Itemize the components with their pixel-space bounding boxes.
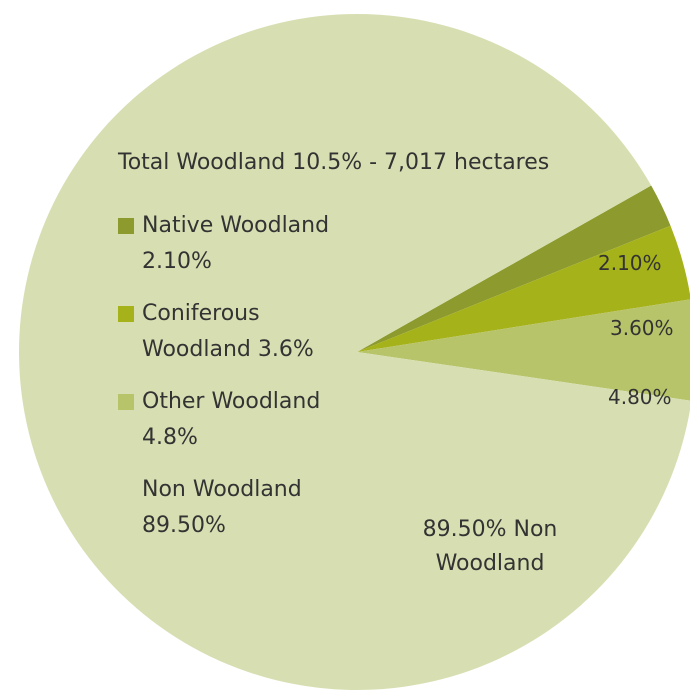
legend-swatch-non-woodland xyxy=(118,482,134,498)
legend-item-coniferous-woodland: Coniferous Woodland 3.6% xyxy=(118,296,368,384)
legend-label-coniferous-woodland: Coniferous Woodland 3.6% xyxy=(142,301,314,362)
legend-swatch-coniferous-woodland xyxy=(118,306,134,322)
legend: Native Woodland 2.10% Coniferous Woodlan… xyxy=(118,208,368,560)
legend-item-native-woodland: Native Woodland 2.10% xyxy=(118,208,368,296)
pie-slice-non-woodland xyxy=(19,14,690,690)
legend-label-non-woodland: Non Woodland 89.50% xyxy=(142,477,302,538)
legend-label-native-woodland: Native Woodland 2.10% xyxy=(142,213,330,274)
slice-label-coniferous-woodland: 3.60% xyxy=(610,316,674,340)
legend-item-other-woodland: Other Woodland 4.8% xyxy=(118,384,368,472)
pie-slice-other-woodland xyxy=(357,299,690,401)
legend-swatch-native-woodland xyxy=(118,218,134,234)
pie-slice-coniferous-woodland xyxy=(357,225,690,352)
legend-item-non-woodland: Non Woodland 89.50% xyxy=(118,472,368,560)
pie-slice-native-woodland xyxy=(357,185,671,352)
slice-label-native-woodland: 2.10% xyxy=(598,251,662,275)
legend-label-other-woodland: Other Woodland 4.8% xyxy=(142,389,321,450)
legend-swatch-other-woodland xyxy=(118,394,134,410)
slice-label-non-woodland: 89.50% Non Woodland xyxy=(422,517,558,576)
chart-title: Total Woodland 10.5% - 7,017 hectares xyxy=(118,150,550,175)
slice-label-other-woodland: 4.80% xyxy=(608,385,672,409)
